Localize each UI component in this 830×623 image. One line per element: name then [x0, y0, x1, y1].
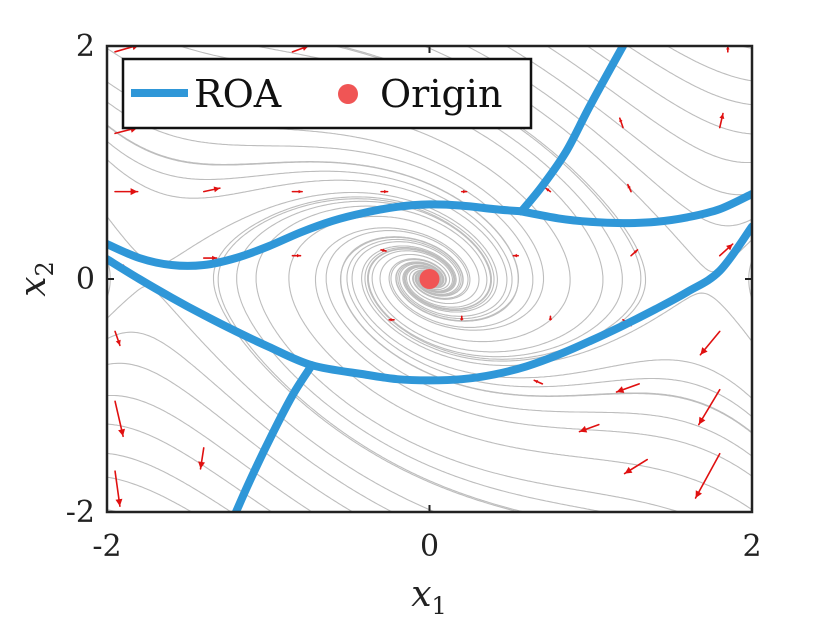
x-axis-label-subscript: 1: [432, 592, 447, 620]
legend-box: [121, 57, 533, 130]
y-axis-label: x2: [13, 261, 59, 297]
field-arrow-32: [718, 112, 725, 129]
streamline-5: [107, 423, 273, 512]
roa-curve-2: [517, 46, 627, 216]
streamline-12: [586, 46, 752, 135]
streamline-13: [236, 200, 606, 512]
streamline-25: [748, 259, 752, 302]
field-arrow-27: [630, 249, 639, 257]
streamline-3: [107, 476, 193, 512]
x-tick-label-1: 0: [420, 529, 439, 564]
origin-layer: [419, 269, 440, 289]
field-arrow-16: [388, 318, 395, 322]
streamline-38: [346, 238, 752, 418]
streamline-23: [361, 245, 752, 367]
legend-roa-label: ROA: [194, 72, 282, 116]
field-arrow-21: [548, 315, 553, 321]
field-arrow-8: [202, 186, 221, 193]
y-axis-label-main: x: [13, 276, 54, 296]
roa-curve-0: [107, 200, 526, 270]
field-arrow-33: [718, 243, 734, 257]
field-arrow-20: [512, 253, 519, 258]
roa-curve-1: [517, 190, 752, 228]
y-axis-label-subscript: 2: [31, 261, 59, 276]
field-arrow-35: [697, 388, 721, 426]
field-arrow-5: [114, 400, 125, 438]
field-arrow-18: [460, 315, 464, 321]
streamline-37: [340, 236, 752, 434]
streamline-34: [217, 198, 527, 512]
streamline-18: [107, 452, 233, 512]
streamline-22: [107, 331, 394, 512]
field-arrow-4: [114, 330, 121, 347]
roa-curve-4: [232, 361, 316, 512]
field-arrow-29: [615, 383, 640, 393]
field-arrow-9: [202, 255, 218, 261]
y-tick-label-0: -2: [66, 495, 95, 530]
streamline-20: [107, 394, 314, 512]
streamline-30: [107, 101, 534, 328]
field-arrow-2: [114, 188, 139, 196]
x-tick-label-2: 2: [742, 529, 761, 564]
streamline-19: [325, 230, 752, 457]
streamline-15: [255, 205, 681, 512]
field-arrow-14: [380, 189, 389, 194]
field-arrow-6: [114, 470, 123, 507]
streamline-14: [666, 46, 752, 82]
field-arrow-30: [623, 458, 648, 475]
field-arrow-12: [291, 189, 303, 194]
streamline-17: [288, 215, 752, 511]
streamline-7: [107, 362, 354, 512]
y-tick-label-2: 2: [76, 29, 95, 64]
y-axis-ticks: -2 0 2: [66, 29, 752, 530]
roa-curve-3: [107, 222, 752, 385]
origin-point-0: [419, 269, 440, 289]
x-axis-label-main: x: [411, 574, 431, 615]
streamline-24: [107, 256, 111, 299]
field-arrow-23: [544, 187, 552, 193]
field-arrow-25: [618, 117, 624, 129]
field-arrow-24: [578, 423, 600, 433]
streamline-29: [545, 46, 752, 164]
x-axis-label: x1: [411, 574, 447, 620]
field-arrow-26: [627, 183, 632, 193]
field-arrow-13: [291, 253, 302, 258]
field-arrow-10: [198, 447, 205, 470]
legend-origin-swatch: [338, 84, 358, 104]
field-arrow-17: [460, 189, 468, 194]
streamline-35: [314, 227, 752, 477]
legend: ROA Origin: [121, 57, 533, 130]
y-tick-label-1: 0: [76, 262, 95, 297]
roa-curves: [107, 46, 752, 512]
field-arrow-34: [699, 330, 721, 356]
field-arrow-36: [694, 452, 721, 499]
field-arrow-22: [533, 379, 544, 385]
streamline-31: [626, 46, 752, 106]
legend-origin-label: Origin: [380, 72, 502, 116]
streamline-21: [351, 241, 752, 400]
streamline-11: [212, 196, 522, 512]
x-tick-label-0: -2: [92, 529, 121, 564]
field-arrow-15: [380, 248, 387, 252]
streamline-33: [107, 140, 513, 320]
streamline-28: [107, 158, 508, 317]
x-axis-ticks: -2 0 2: [92, 46, 762, 564]
